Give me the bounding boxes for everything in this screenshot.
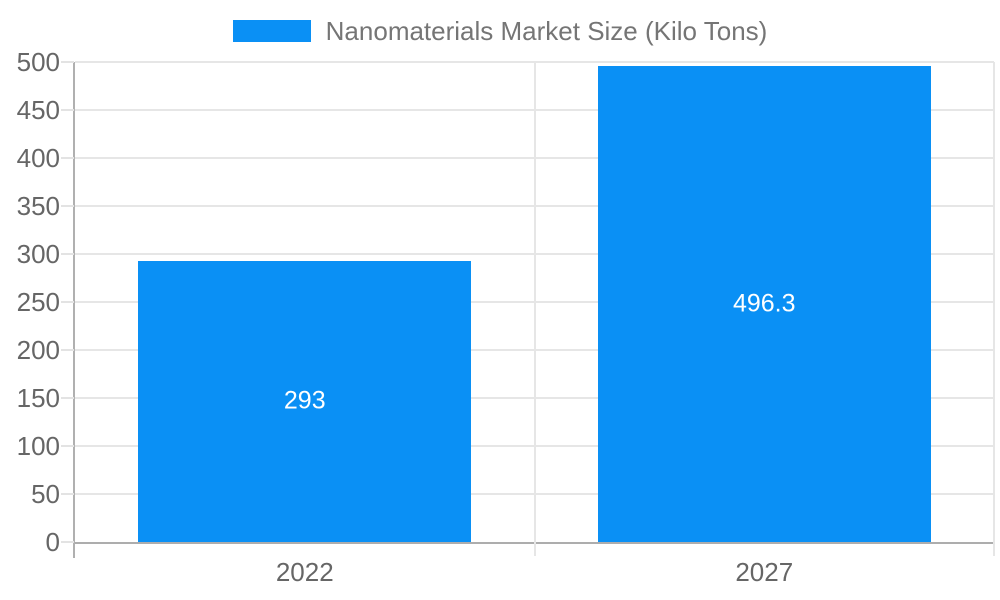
y-axis-tick-label-450: 450 (16, 95, 60, 125)
bar-2027[interactable]: 496.3 (597, 65, 931, 542)
y-axis-tick-label-400: 400 (16, 143, 60, 173)
y-axis-tick-label-250: 250 (16, 287, 60, 317)
y-axis-tick (61, 493, 74, 495)
y-axis-tick-label-300: 300 (16, 239, 60, 269)
y-axis-tick (61, 445, 74, 447)
legend-label: Nanomaterials Market Size (Kilo Tons) (325, 16, 768, 46)
x-axis-label-2022: 2022 (275, 557, 334, 587)
bar-2022[interactable]: 293 (138, 260, 472, 542)
x-axis-label-2027: 2027 (735, 557, 794, 587)
y-axis-tick (61, 205, 74, 207)
y-axis-tick (61, 253, 74, 255)
gridline-x-boundary-2 (993, 62, 995, 556)
y-axis-tick (61, 397, 74, 399)
plot-area: 0 50 100 150 200 250 300 350 400 450 500 293 2022 496… (17, 48, 995, 586)
bar-value-label-2027: 496.3 (732, 289, 796, 318)
y-axis-tick-label-150: 150 (16, 383, 60, 413)
y-axis-tick-label-200: 200 (16, 335, 60, 365)
y-axis-tick-label-50: 50 (31, 479, 60, 509)
y-axis-tick (61, 61, 74, 63)
y-axis-tick (61, 541, 74, 543)
y-axis-tick-label-0: 0 (45, 527, 60, 557)
y-axis-tick (61, 301, 74, 303)
y-axis-line (73, 62, 75, 558)
y-axis-tick (61, 349, 74, 351)
legend: Nanomaterials Market Size (Kilo Tons) (0, 16, 1000, 46)
bar-value-label-2022: 293 (283, 386, 326, 415)
y-axis-tick (61, 157, 74, 159)
y-axis-tick-label-350: 350 (16, 191, 60, 221)
y-axis-tick (61, 109, 74, 111)
legend-color-swatch (232, 20, 311, 42)
y-axis-tick-label-100: 100 (16, 431, 60, 461)
gridline-x-boundary-1 (533, 62, 536, 556)
y-axis-tick-label-500: 500 (16, 47, 60, 77)
